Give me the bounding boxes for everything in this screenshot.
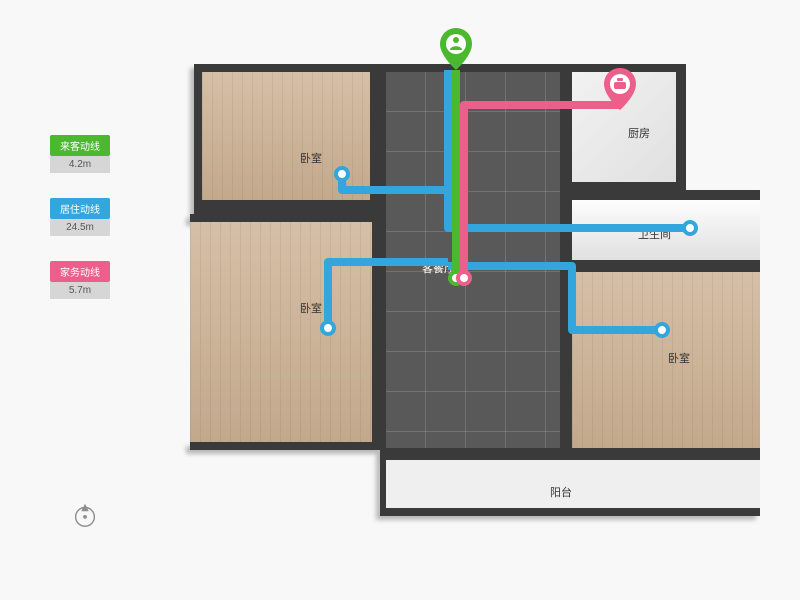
legend-living: 居住动线 24.5m bbox=[50, 198, 110, 236]
kitchen-pin-icon bbox=[604, 68, 636, 110]
legend-house-label: 家务动线 bbox=[50, 261, 110, 282]
room-living bbox=[386, 72, 560, 448]
label-living: 客餐厅 bbox=[422, 260, 455, 276]
legend-guest-label: 来客动线 bbox=[50, 135, 110, 156]
floor-plan: 卧室 卧室 客餐厅 厨房 卫生间 卧室 阳台 bbox=[190, 50, 760, 550]
room-bedroom-tl bbox=[202, 72, 370, 200]
label-balcony: 阳台 bbox=[550, 484, 572, 500]
legend-living-value: 24.5m bbox=[50, 219, 110, 236]
room-balcony bbox=[386, 460, 760, 508]
label-kitchen: 厨房 bbox=[628, 125, 650, 141]
legend-house-value: 5.7m bbox=[50, 282, 110, 299]
label-bathroom: 卫生间 bbox=[638, 226, 671, 242]
room-bedroom-r bbox=[572, 272, 760, 448]
room-bedroom-ml bbox=[190, 222, 372, 442]
label-bedroom-tl: 卧室 bbox=[300, 150, 322, 166]
legend-living-label: 居住动线 bbox=[50, 198, 110, 219]
legend: 来客动线 4.2m 居住动线 24.5m 家务动线 5.7m bbox=[50, 135, 110, 324]
entry-pin-icon bbox=[440, 28, 472, 70]
legend-house: 家务动线 5.7m bbox=[50, 261, 110, 299]
legend-guest-value: 4.2m bbox=[50, 156, 110, 173]
compass-icon bbox=[70, 500, 100, 530]
label-bedroom-ml: 卧室 bbox=[300, 300, 322, 316]
label-bedroom-r: 卧室 bbox=[668, 350, 690, 366]
legend-guest: 来客动线 4.2m bbox=[50, 135, 110, 173]
